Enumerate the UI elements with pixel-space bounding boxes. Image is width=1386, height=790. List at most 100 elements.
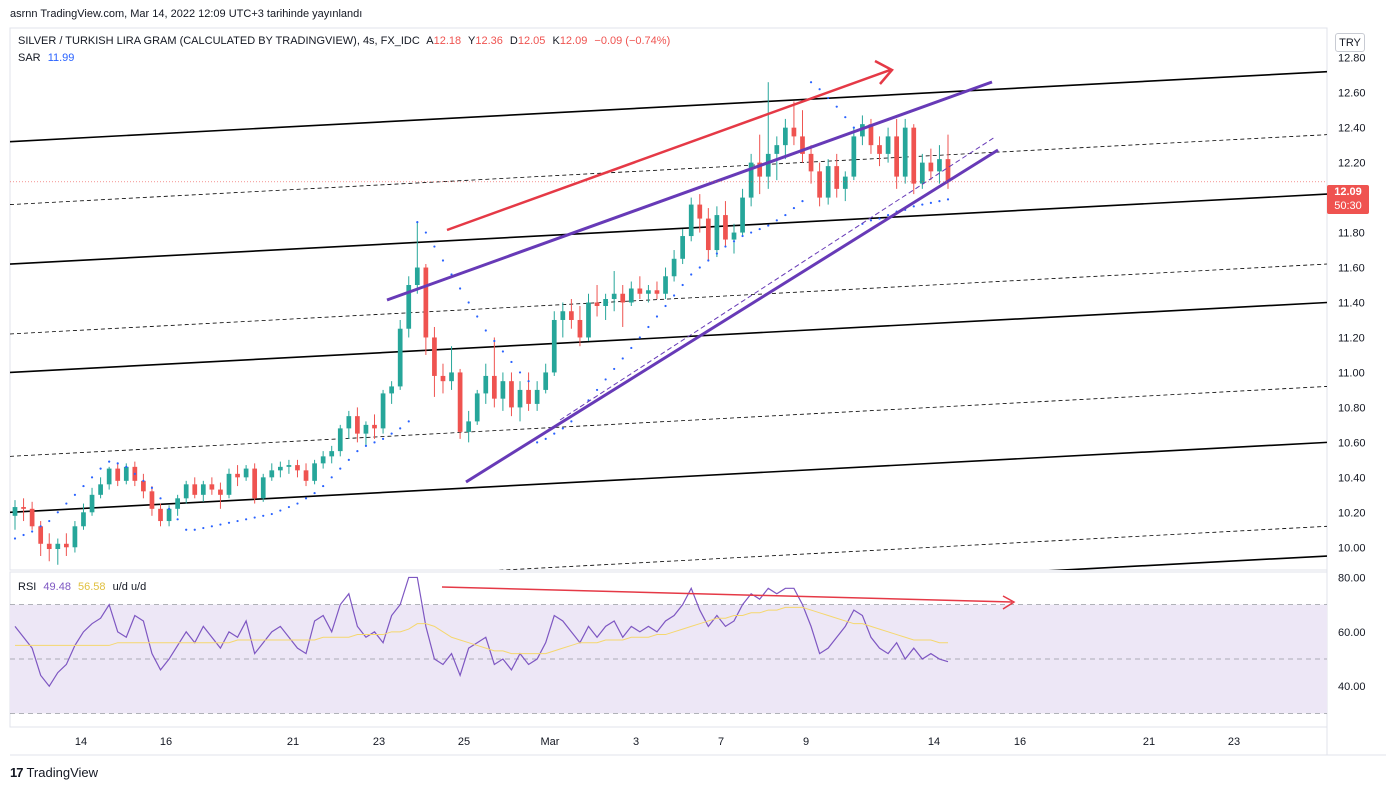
rsi-value: 49.48 <box>43 581 71 593</box>
candle-body <box>106 468 112 485</box>
sar-dot <box>869 219 873 222</box>
candle-body <box>740 197 745 233</box>
candle-body <box>842 176 848 189</box>
candle-body <box>765 153 771 177</box>
sar-dot <box>390 432 393 435</box>
sar-dot <box>330 476 333 479</box>
time-tick-label: 21 <box>287 736 299 748</box>
candle-body <box>705 218 711 251</box>
sar-dot <box>510 360 513 364</box>
sar-label: SAR <box>18 52 41 64</box>
candle-body <box>98 484 103 495</box>
rsi-tick-label: 40.00 <box>1338 681 1366 693</box>
time-tick-label: 23 <box>373 736 385 748</box>
candle-body <box>894 136 899 177</box>
candle-body <box>637 288 643 294</box>
sar-dot <box>784 213 787 217</box>
sar-dot <box>715 252 718 255</box>
high-value: 12.36 <box>475 35 503 47</box>
sar-dot <box>741 234 744 238</box>
sar-dot <box>73 493 77 496</box>
change-value: −0.09 (−0.74%) <box>594 35 671 47</box>
sar-dot <box>185 528 188 531</box>
time-tick-label: 16 <box>160 736 172 748</box>
sar-dot <box>116 462 119 465</box>
candle-body <box>55 543 61 550</box>
sar-dot <box>801 199 804 203</box>
sar-dot <box>227 521 231 524</box>
candle-body <box>320 456 326 464</box>
sar-dot <box>364 444 368 447</box>
candle-body <box>123 466 129 481</box>
sar-dot <box>347 458 350 461</box>
sar-dot <box>750 231 753 234</box>
candle-body <box>209 484 215 490</box>
sar-dot <box>381 437 385 440</box>
sar-dot <box>467 301 470 304</box>
sar-dot <box>818 88 821 91</box>
publish-note: asrnn TradingView.com, Mar 14, 2022 12:0… <box>10 8 363 20</box>
sar-dot <box>219 523 222 526</box>
brand-name: TradingView <box>26 765 99 780</box>
sar-dot <box>262 514 265 517</box>
candle-body <box>243 468 249 478</box>
time-tick-label: 16 <box>1014 736 1026 748</box>
sar-dot <box>561 427 564 430</box>
sar-dot <box>724 245 727 248</box>
candle-body <box>115 468 121 481</box>
candle-body <box>64 543 69 548</box>
sar-dot <box>690 273 693 276</box>
candle-body <box>594 302 600 306</box>
candle-body <box>346 416 352 429</box>
solid-parallel-line <box>10 193 1327 265</box>
symbol-name: SILVER / TURKISH LIRA GRAM (CALCULATED B… <box>18 35 420 47</box>
sar-dot <box>792 206 796 210</box>
sar-dot <box>236 519 239 523</box>
dashed-parallel-line <box>10 134 1327 205</box>
sar-dot <box>424 231 427 234</box>
candle-body <box>911 127 917 184</box>
candle-body <box>902 127 908 177</box>
price-tick-label: 12.80 <box>1338 53 1366 65</box>
candle-body <box>192 484 198 495</box>
candle-body <box>158 508 163 522</box>
open-label: A <box>426 35 434 47</box>
sar-dot <box>621 357 624 360</box>
candle-body <box>945 159 951 182</box>
candle-body <box>269 470 275 478</box>
dashed-parallel-line <box>496 525 1327 570</box>
currency-button[interactable]: TRY <box>1335 33 1365 52</box>
sar-dot <box>809 81 813 84</box>
sar-dot <box>356 450 359 453</box>
sar-dot <box>159 497 162 500</box>
candle-body <box>628 288 634 303</box>
sar-dot <box>407 420 410 423</box>
candle-body <box>449 372 454 382</box>
price-tick-label: 11.80 <box>1338 228 1365 240</box>
candle-body <box>218 489 223 495</box>
sar-dot <box>647 325 650 329</box>
candle-body <box>380 393 386 429</box>
sar-dot <box>99 467 102 470</box>
price-tick-label: 11.60 <box>1338 263 1365 275</box>
low-value: 12.05 <box>517 35 546 47</box>
candle-body <box>663 276 668 294</box>
price-tick-label: 10.80 <box>1338 402 1366 414</box>
sar-dot <box>176 518 179 521</box>
sar-dot <box>108 460 111 463</box>
candle-body <box>183 484 189 499</box>
price-tick-label: 11.40 <box>1338 297 1365 309</box>
rsi-ma-value: 56.58 <box>78 581 106 593</box>
candle-body <box>457 372 463 432</box>
sar-dot <box>296 502 299 505</box>
footer-brand[interactable]: 17 TradingView <box>10 765 98 780</box>
candle-body <box>414 267 420 286</box>
candle-body <box>329 451 335 457</box>
candle-body <box>919 162 925 184</box>
low-label: D <box>509 35 518 47</box>
candle-body <box>406 285 412 329</box>
candle-body <box>389 386 394 394</box>
close-label: K <box>552 35 560 47</box>
price-tick-label: 12.20 <box>1338 158 1366 170</box>
